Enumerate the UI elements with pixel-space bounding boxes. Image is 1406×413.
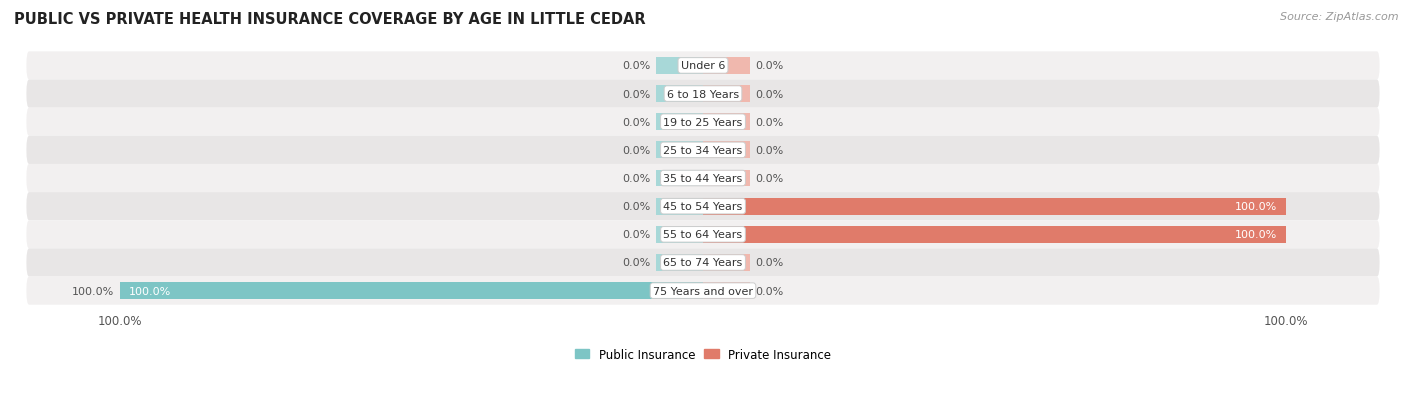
Text: 100.0%: 100.0% xyxy=(1234,230,1277,240)
FancyBboxPatch shape xyxy=(27,52,1379,80)
Text: 19 to 25 Years: 19 to 25 Years xyxy=(664,117,742,128)
Text: 0.0%: 0.0% xyxy=(623,61,651,71)
Text: 0.0%: 0.0% xyxy=(755,145,783,156)
Text: 0.0%: 0.0% xyxy=(755,258,783,268)
Bar xyxy=(657,226,703,243)
Text: 6 to 18 Years: 6 to 18 Years xyxy=(666,89,740,100)
FancyBboxPatch shape xyxy=(27,221,1379,249)
Text: 65 to 74 Years: 65 to 74 Years xyxy=(664,258,742,268)
Text: 0.0%: 0.0% xyxy=(755,286,783,296)
Legend: Public Insurance, Private Insurance: Public Insurance, Private Insurance xyxy=(575,348,831,361)
Bar xyxy=(703,86,749,103)
Text: 0.0%: 0.0% xyxy=(623,173,651,184)
Text: 100.0%: 100.0% xyxy=(129,286,172,296)
FancyBboxPatch shape xyxy=(27,136,1379,164)
Bar xyxy=(703,198,1286,215)
Text: 35 to 44 Years: 35 to 44 Years xyxy=(664,173,742,184)
Bar xyxy=(703,226,1286,243)
Bar xyxy=(657,58,703,75)
Text: Source: ZipAtlas.com: Source: ZipAtlas.com xyxy=(1281,12,1399,22)
Text: 0.0%: 0.0% xyxy=(623,145,651,156)
Text: 100.0%: 100.0% xyxy=(72,286,114,296)
FancyBboxPatch shape xyxy=(27,80,1379,108)
FancyBboxPatch shape xyxy=(27,164,1379,192)
Text: 0.0%: 0.0% xyxy=(755,61,783,71)
Text: 0.0%: 0.0% xyxy=(755,89,783,100)
Text: 0.0%: 0.0% xyxy=(623,89,651,100)
Bar xyxy=(657,254,703,271)
Text: 0.0%: 0.0% xyxy=(755,173,783,184)
Bar xyxy=(703,114,749,131)
Bar xyxy=(703,254,749,271)
FancyBboxPatch shape xyxy=(27,277,1379,305)
Bar xyxy=(120,282,703,299)
Bar xyxy=(703,58,749,75)
Text: 0.0%: 0.0% xyxy=(755,117,783,128)
Text: 75 Years and over: 75 Years and over xyxy=(652,286,754,296)
FancyBboxPatch shape xyxy=(27,192,1379,221)
Text: 45 to 54 Years: 45 to 54 Years xyxy=(664,202,742,212)
Bar xyxy=(657,86,703,103)
Bar xyxy=(657,142,703,159)
FancyBboxPatch shape xyxy=(27,108,1379,136)
FancyBboxPatch shape xyxy=(27,249,1379,277)
Text: 0.0%: 0.0% xyxy=(623,117,651,128)
Text: 0.0%: 0.0% xyxy=(623,202,651,212)
Bar xyxy=(657,198,703,215)
Text: 0.0%: 0.0% xyxy=(623,258,651,268)
Text: Under 6: Under 6 xyxy=(681,61,725,71)
Bar xyxy=(657,114,703,131)
Text: PUBLIC VS PRIVATE HEALTH INSURANCE COVERAGE BY AGE IN LITTLE CEDAR: PUBLIC VS PRIVATE HEALTH INSURANCE COVER… xyxy=(14,12,645,27)
Bar xyxy=(703,170,749,187)
Bar xyxy=(703,282,749,299)
Text: 55 to 64 Years: 55 to 64 Years xyxy=(664,230,742,240)
Text: 25 to 34 Years: 25 to 34 Years xyxy=(664,145,742,156)
Bar xyxy=(703,142,749,159)
Bar xyxy=(657,170,703,187)
Text: 100.0%: 100.0% xyxy=(1234,202,1277,212)
Text: 0.0%: 0.0% xyxy=(623,230,651,240)
